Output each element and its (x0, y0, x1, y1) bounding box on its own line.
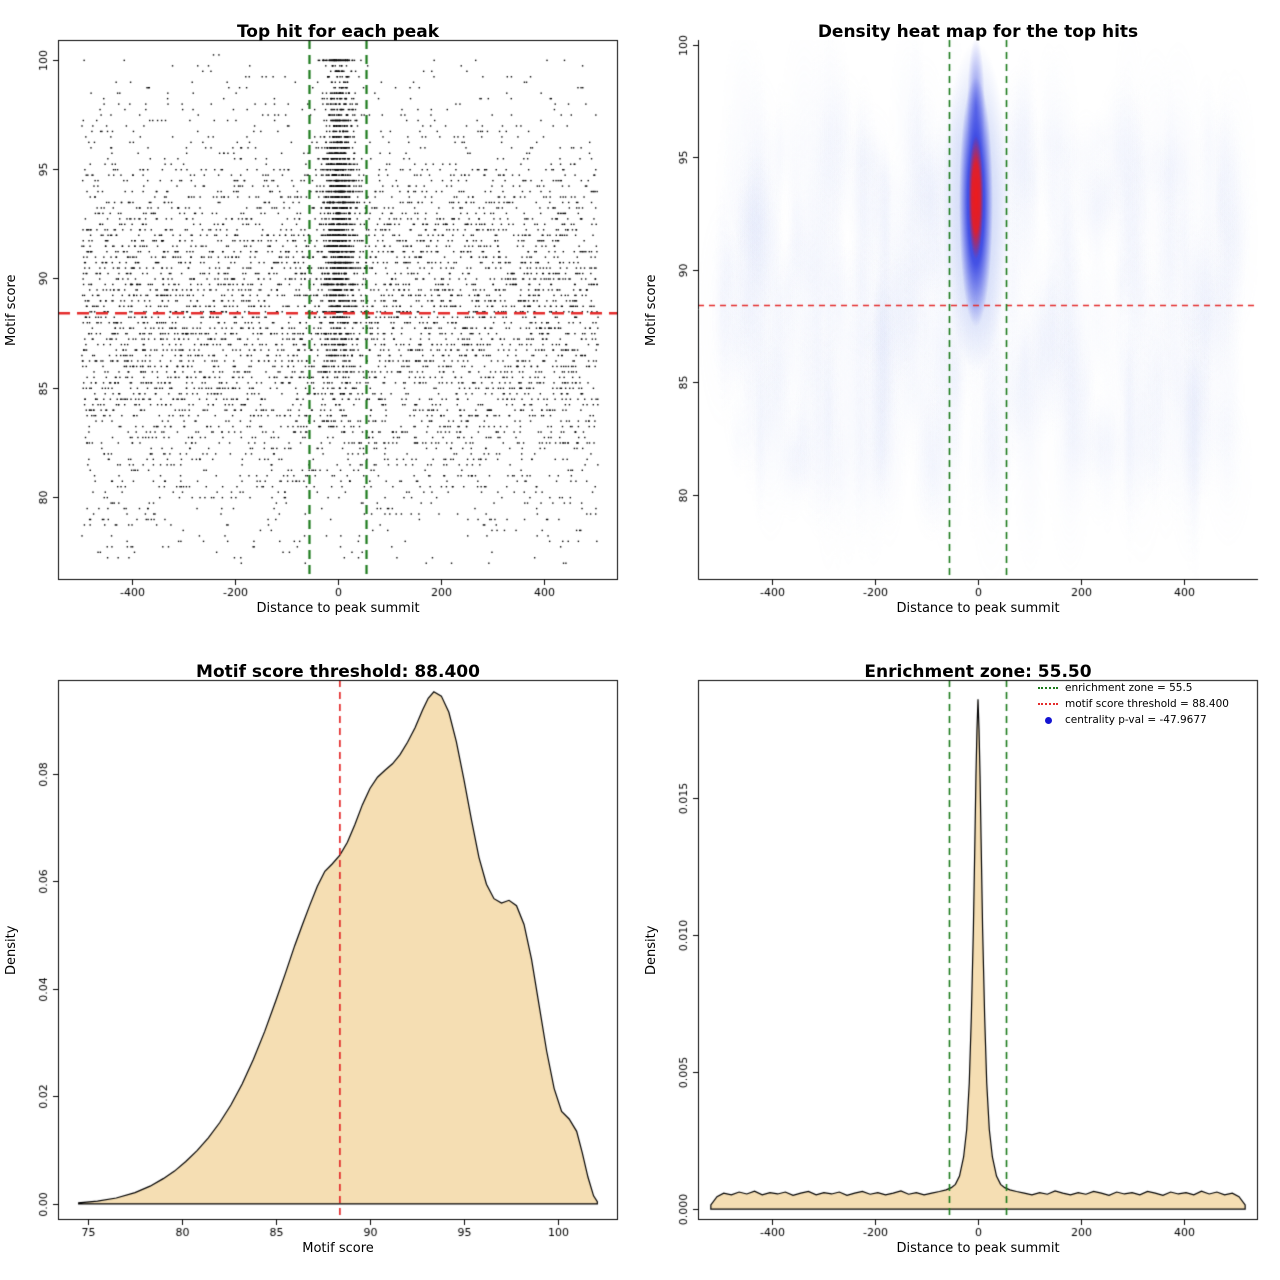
y-axis-label: Density (4, 925, 19, 975)
x-axis-label: Distance to peak summit (896, 601, 1060, 616)
red-dotted-line-icon (1038, 699, 1058, 709)
heatmap-plot-canvas (640, 0, 1280, 640)
panel-title: Top hit for each peak (236, 22, 440, 43)
legend-item-centrality-pval: centrality p-val = -47.9677 (1038, 712, 1229, 728)
legend-item-enrichment-zone: enrichment zone = 55.5 (1038, 680, 1229, 696)
score-density-canvas (0, 640, 640, 1280)
panel-top-hit-scatter: Top hit for each peak Distance to peak s… (0, 0, 640, 640)
x-axis-label: Distance to peak summit (896, 1241, 1060, 1256)
panel-title: Motif score threshold: 88.400 (196, 662, 480, 683)
legend: enrichment zone = 55.5 motif score thres… (1038, 680, 1229, 728)
x-axis-label: Motif score (302, 1241, 374, 1256)
panel-title: Enrichment zone: 55.50 (864, 662, 1092, 683)
panel-density-heatmap: Density heat map for the top hits Distan… (640, 0, 1280, 640)
scatter-plot-canvas (0, 0, 640, 640)
y-axis-label: Motif score (644, 274, 659, 346)
panel-enrichment-zone-density: Enrichment zone: 55.50 Distance to peak … (640, 640, 1280, 1280)
position-density-canvas (640, 640, 1280, 1280)
legend-item-motif-threshold: motif score threshold = 88.400 (1038, 696, 1229, 712)
legend-label: enrichment zone = 55.5 (1065, 682, 1193, 694)
panel-motif-score-density: Motif score threshold: 88.400 Motif scor… (0, 640, 640, 1280)
blue-dot-icon (1038, 715, 1058, 725)
y-axis-label: Motif score (4, 274, 19, 346)
legend-label: motif score threshold = 88.400 (1065, 698, 1229, 710)
y-axis-label: Density (644, 925, 659, 975)
panel-title: Density heat map for the top hits (817, 22, 1139, 43)
legend-label: centrality p-val = -47.9677 (1065, 714, 1207, 726)
x-axis-label: Distance to peak summit (256, 601, 420, 616)
green-dotted-line-icon (1038, 683, 1058, 693)
